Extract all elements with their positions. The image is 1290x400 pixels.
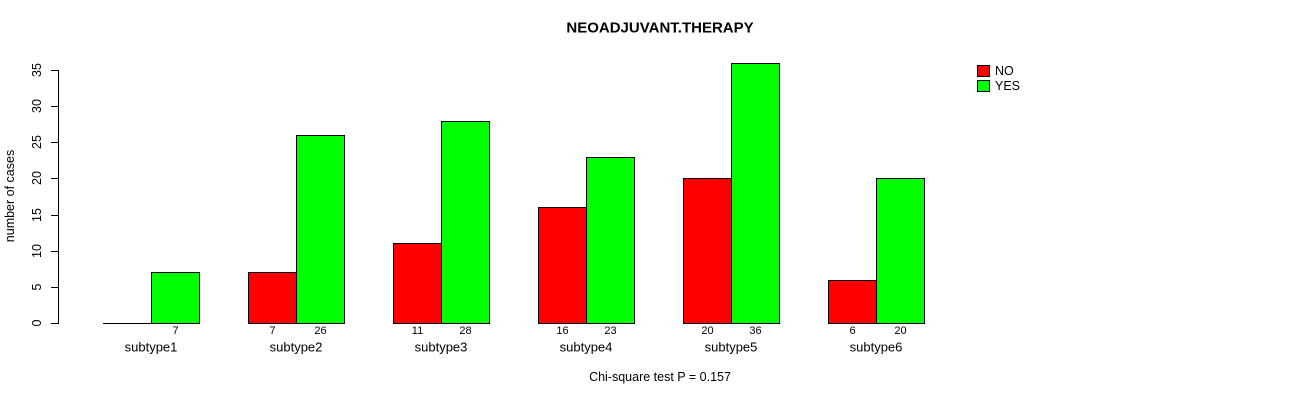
category-label-subtype5: subtype5: [704, 339, 758, 355]
bar-value-label: 7: [269, 325, 276, 337]
bar-no-subtype2: [248, 272, 297, 324]
legend-swatch-no: [977, 65, 990, 77]
bar-no-subtype1: [103, 323, 152, 324]
bar-no-subtype5: [683, 178, 732, 324]
bar-yes-subtype4: [586, 157, 635, 324]
bar-yes-subtype5: [731, 63, 780, 324]
category-label-subtype3: subtype3: [414, 339, 468, 355]
y-axis-tick-label: 35: [30, 63, 44, 77]
y-axis-tick: [51, 70, 58, 71]
y-axis-tick: [51, 178, 58, 179]
bar-no-subtype6: [828, 280, 877, 324]
bar-value-label: 7: [172, 325, 179, 337]
bar-value-label: 26: [314, 325, 327, 337]
bar-value-label: 20: [894, 325, 907, 337]
y-axis-tick-label: 0: [30, 319, 44, 327]
bar-yes-subtype6: [876, 178, 925, 324]
bar-value-label: 20: [701, 325, 714, 337]
y-axis-tick: [51, 251, 58, 252]
bar-value-label: 28: [459, 325, 472, 337]
legend-row-yes: YES: [977, 79, 1020, 93]
y-axis-tick-label: 30: [30, 99, 44, 113]
y-axis-tick-label: 25: [30, 135, 44, 149]
y-axis-tick-label: 20: [30, 171, 44, 185]
y-axis-line: [58, 69, 59, 324]
bar-no-subtype4: [538, 207, 587, 324]
legend-swatch-yes: [977, 80, 990, 92]
chart-title: NEOADJUVANT.THERAPY: [566, 19, 754, 37]
bar-value-label: 6: [849, 325, 856, 337]
bar-no-subtype3: [393, 243, 442, 324]
category-label-subtype4: subtype4: [559, 339, 613, 355]
category-label-subtype1: subtype1: [124, 339, 178, 355]
bar-value-label: 23: [604, 325, 617, 337]
bar-yes-subtype1: [151, 272, 200, 324]
y-axis-tick: [51, 142, 58, 143]
category-label-subtype6: subtype6: [849, 339, 903, 355]
legend: NO YES: [977, 64, 1020, 94]
bar-value-label: 36: [749, 325, 762, 337]
y-axis-tick-label: 15: [30, 208, 44, 222]
bar-value-label: 11: [411, 325, 424, 337]
legend-row-no: NO: [977, 64, 1020, 78]
category-label-subtype2: subtype2: [269, 339, 323, 355]
y-axis-tick: [51, 215, 58, 216]
bar-yes-subtype3: [441, 121, 490, 324]
chi-square-annotation: Chi-square test P = 0.157: [589, 370, 731, 384]
y-axis-tick: [51, 106, 58, 107]
y-axis-tick-label: 10: [30, 244, 44, 258]
y-axis-tick-label: 5: [30, 283, 44, 291]
y-axis-tick: [51, 287, 58, 288]
legend-label: NO: [995, 64, 1014, 78]
legend-label: YES: [995, 79, 1021, 93]
bar-yes-subtype2: [296, 135, 345, 324]
y-axis-tick: [51, 323, 58, 324]
bar-value-label: 16: [556, 325, 569, 337]
